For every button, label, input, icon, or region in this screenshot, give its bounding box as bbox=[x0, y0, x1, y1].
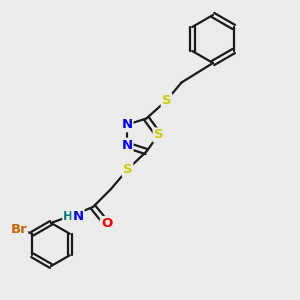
Text: N: N bbox=[122, 139, 133, 152]
Text: S: S bbox=[162, 94, 171, 107]
Text: Br: Br bbox=[11, 223, 27, 236]
Text: S: S bbox=[154, 128, 163, 142]
Text: H: H bbox=[63, 209, 73, 223]
Text: S: S bbox=[123, 163, 132, 176]
Text: N: N bbox=[72, 209, 84, 223]
Text: O: O bbox=[101, 217, 112, 230]
Text: N: N bbox=[122, 118, 133, 131]
